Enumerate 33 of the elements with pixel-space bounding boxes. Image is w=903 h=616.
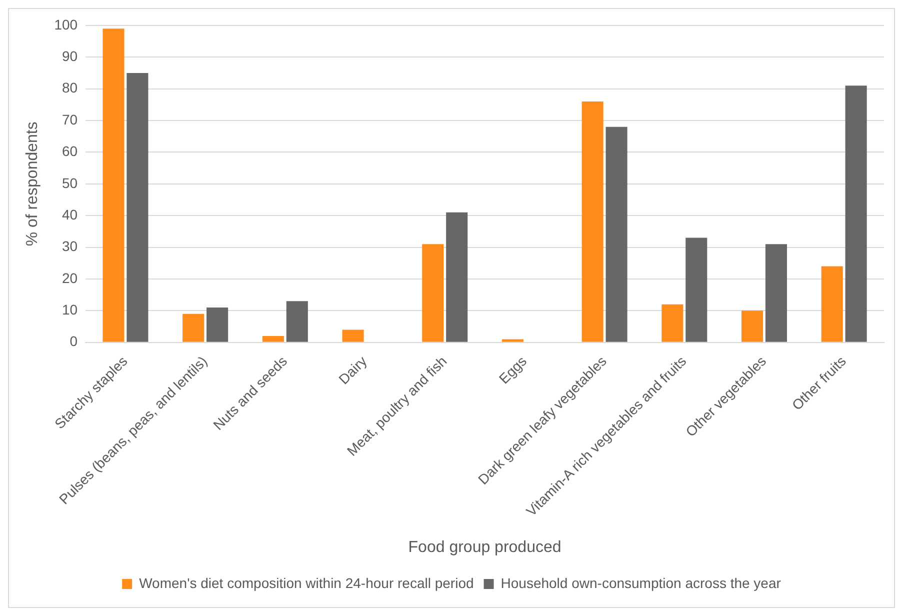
y-tick-label: 30 xyxy=(62,238,78,254)
y-tick-label: 20 xyxy=(62,270,78,286)
bar xyxy=(126,72,148,342)
y-tick-label: 90 xyxy=(62,48,78,64)
y-tick-label: 80 xyxy=(62,80,78,96)
bar xyxy=(342,330,364,342)
y-tick-label: 100 xyxy=(54,16,78,32)
y-tick-label: 0 xyxy=(70,333,78,350)
y-tick-label: 60 xyxy=(62,143,78,160)
y-axis-title: % of respondents xyxy=(24,122,42,246)
legend-label: Household own-consumption across the year xyxy=(500,574,782,591)
bar xyxy=(286,301,308,342)
bar xyxy=(821,266,843,342)
bar xyxy=(662,304,684,342)
bar xyxy=(422,244,444,342)
y-tick-label: 50 xyxy=(62,174,78,191)
bar xyxy=(606,126,628,342)
bar xyxy=(102,28,124,342)
bar xyxy=(741,310,764,342)
bar xyxy=(182,314,204,342)
y-tick-label: 10 xyxy=(62,302,78,318)
bar xyxy=(845,86,867,342)
bar xyxy=(502,339,524,342)
bar xyxy=(446,212,468,342)
bar xyxy=(206,308,228,342)
bar xyxy=(686,238,708,342)
bar xyxy=(262,336,284,342)
bar xyxy=(765,244,787,342)
x-axis-title: Food group produced xyxy=(408,538,562,556)
y-tick-label: 40 xyxy=(62,206,78,222)
bar xyxy=(582,101,604,342)
y-tick-label: 70 xyxy=(62,111,78,128)
legend-label: Women's diet composition within 24-hour recall period xyxy=(139,574,474,591)
